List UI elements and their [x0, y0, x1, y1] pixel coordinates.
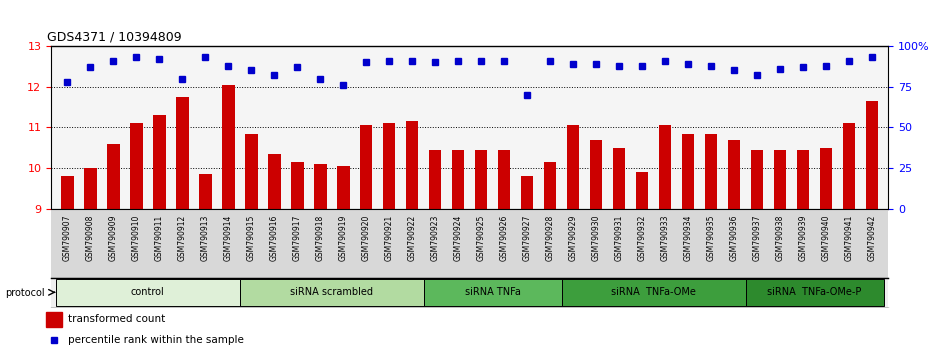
Text: GSM790927: GSM790927	[523, 215, 532, 261]
Text: GSM790931: GSM790931	[615, 215, 624, 261]
Text: control: control	[131, 287, 165, 297]
Bar	[222, 85, 234, 209]
Bar	[866, 101, 878, 209]
Text: GSM790918: GSM790918	[315, 215, 325, 261]
Bar	[751, 150, 764, 209]
Bar	[199, 174, 211, 209]
Text: GSM790942: GSM790942	[868, 215, 877, 261]
Bar	[498, 150, 511, 209]
Text: siRNA TNFa: siRNA TNFa	[465, 287, 521, 297]
Bar	[682, 133, 695, 209]
Text: GSM790920: GSM790920	[362, 215, 371, 261]
Bar	[521, 176, 534, 209]
Text: transformed count: transformed count	[68, 314, 165, 325]
Bar	[240, 279, 424, 307]
Text: GSM790913: GSM790913	[201, 215, 209, 261]
Bar	[360, 125, 373, 209]
Text: GSM790932: GSM790932	[638, 215, 646, 261]
Text: GSM790916: GSM790916	[270, 215, 279, 261]
Text: GSM790930: GSM790930	[591, 215, 601, 261]
Text: GSM790923: GSM790923	[431, 215, 440, 261]
Text: GSM790910: GSM790910	[132, 215, 140, 261]
Bar	[774, 150, 787, 209]
Bar	[705, 133, 717, 209]
Text: GSM790915: GSM790915	[246, 215, 256, 261]
Text: GSM790914: GSM790914	[224, 215, 232, 261]
Text: GSM790919: GSM790919	[339, 215, 348, 261]
Text: GSM790921: GSM790921	[385, 215, 393, 261]
Text: siRNA  TNFa-OMe: siRNA TNFa-OMe	[611, 287, 696, 297]
Bar	[544, 162, 556, 209]
Text: protocol: protocol	[5, 288, 45, 298]
Text: GSM790936: GSM790936	[730, 215, 738, 261]
Bar	[728, 140, 740, 209]
Bar	[245, 133, 258, 209]
Text: percentile rank within the sample: percentile rank within the sample	[68, 335, 244, 345]
Text: GSM790926: GSM790926	[499, 215, 509, 261]
Bar	[452, 150, 464, 209]
Text: GSM790924: GSM790924	[454, 215, 462, 261]
Text: GSM790939: GSM790939	[799, 215, 807, 261]
Bar	[107, 144, 120, 209]
Bar	[61, 176, 73, 209]
Text: GDS4371 / 10394809: GDS4371 / 10394809	[46, 30, 181, 44]
Text: GSM790934: GSM790934	[684, 215, 693, 261]
Text: GSM790938: GSM790938	[776, 215, 785, 261]
Text: GSM790940: GSM790940	[821, 215, 830, 261]
Bar	[636, 172, 648, 209]
Text: GSM790907: GSM790907	[62, 215, 72, 261]
Text: siRNA scrambled: siRNA scrambled	[290, 287, 373, 297]
Text: GSM790922: GSM790922	[407, 215, 417, 261]
Text: GSM790933: GSM790933	[660, 215, 670, 261]
Text: GSM790935: GSM790935	[707, 215, 715, 261]
Bar	[383, 124, 395, 209]
Bar	[566, 125, 579, 209]
Bar	[405, 121, 419, 209]
Bar	[475, 150, 487, 209]
Bar	[797, 150, 809, 209]
Bar	[84, 168, 97, 209]
Text: GSM790928: GSM790928	[546, 215, 554, 261]
Bar	[130, 124, 142, 209]
Bar	[46, 312, 61, 327]
Bar	[153, 115, 166, 209]
Bar	[424, 279, 562, 307]
Text: GSM790909: GSM790909	[109, 215, 118, 261]
Bar	[337, 166, 350, 209]
Bar	[176, 97, 189, 209]
Bar	[313, 164, 326, 209]
Bar	[819, 148, 832, 209]
Bar	[613, 148, 626, 209]
Text: GSM790917: GSM790917	[293, 215, 301, 261]
Text: GSM790925: GSM790925	[477, 215, 485, 261]
Bar	[429, 150, 442, 209]
Text: GSM790937: GSM790937	[752, 215, 762, 261]
Text: GSM790912: GSM790912	[178, 215, 187, 261]
Text: GSM790908: GSM790908	[86, 215, 95, 261]
Text: GSM790941: GSM790941	[844, 215, 854, 261]
Text: GSM790911: GSM790911	[154, 215, 164, 261]
Bar	[291, 162, 303, 209]
Bar	[843, 124, 856, 209]
Bar	[562, 279, 746, 307]
Bar	[658, 125, 671, 209]
Text: GSM790929: GSM790929	[568, 215, 578, 261]
Bar	[746, 279, 884, 307]
Text: siRNA  TNFa-OMe-P: siRNA TNFa-OMe-P	[767, 287, 862, 297]
Bar	[590, 140, 603, 209]
Bar	[56, 279, 240, 307]
Bar	[268, 154, 281, 209]
